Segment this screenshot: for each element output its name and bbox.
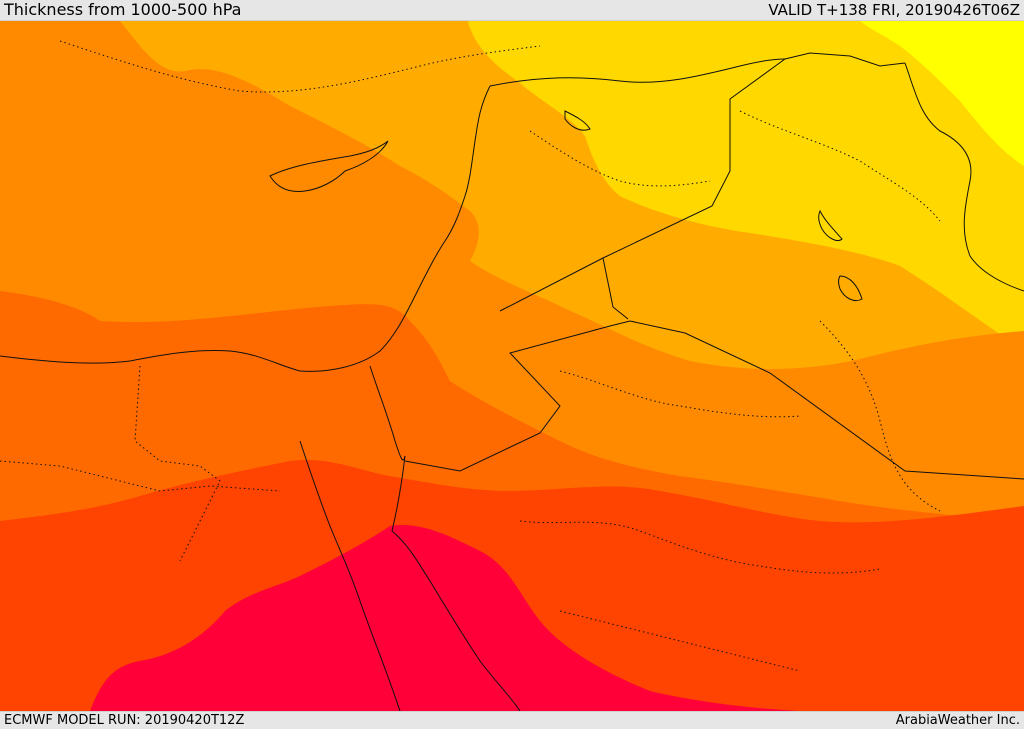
mediterranean-coast [0, 85, 491, 372]
admin-boundary-turkey [59, 40, 541, 93]
band-orange [0, 21, 1024, 521]
border-turkey-syria [489, 58, 786, 87]
red-sea-coast [299, 440, 401, 711]
map-canvas [0, 21, 1024, 711]
admin-boundary-east [819, 320, 941, 512]
thickness-map [0, 21, 1024, 711]
admin-boundaries [0, 40, 941, 672]
model-run-label: ECMWF MODEL RUN: 20190420T12Z [4, 713, 245, 728]
lake-tharthar [818, 209, 843, 242]
cyprus-coast [269, 140, 389, 192]
valid-time-label: VALID T+138 FRI, 20190426T06Z [768, 1, 1020, 19]
border-jordan-saudi [602, 257, 629, 320]
band-yellow [860, 21, 1024, 166]
admin-boundary-sudan [0, 460, 281, 492]
admin-boundary-egypt [134, 365, 221, 562]
coastlines [0, 52, 1024, 711]
border-iraq-syria [499, 52, 906, 312]
header-bar: Thickness from 1000-500 hPa VALID T+138 … [0, 0, 1024, 21]
border-iran-iraq [904, 62, 1024, 292]
suez-gulf [369, 365, 406, 461]
band-yellow-orange [468, 21, 1024, 351]
admin-boundary-saudi-central [519, 520, 881, 574]
aqaba-gulf [391, 455, 521, 711]
map-title: Thickness from 1000-500 hPa [4, 0, 242, 19]
lakes [564, 110, 863, 302]
border-egypt-sudan [404, 320, 1024, 480]
credit-label: ArabiaWeather Inc. [895, 713, 1020, 728]
lake-assad [564, 110, 591, 131]
footer-bar: ECMWF MODEL RUN: 20190420T12Z ArabiaWeat… [0, 711, 1024, 729]
lake-habbaniyah [838, 275, 863, 302]
band-crimson [90, 525, 800, 711]
